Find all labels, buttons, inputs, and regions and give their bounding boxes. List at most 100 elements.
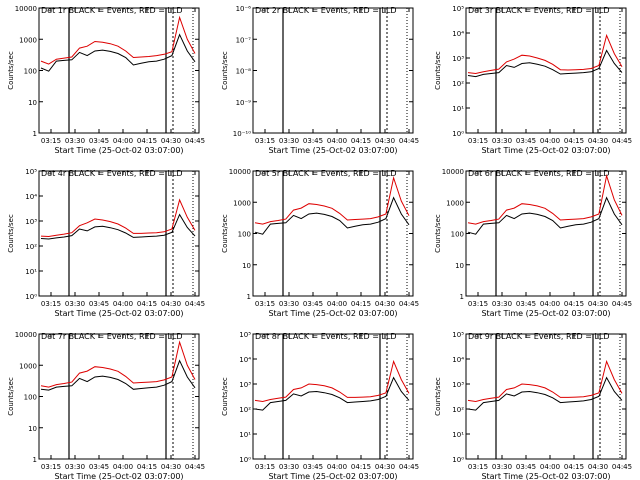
det-4r-xtick-label: 04:30 xyxy=(161,300,181,308)
det-9r-xlabel: Start Time (25-Oct-02 03:07:00) xyxy=(481,472,610,480)
det-9r-series-events xyxy=(467,376,623,411)
det-6r-xtick-label: 03:15 xyxy=(468,300,488,308)
det-6r-series-events xyxy=(467,196,623,235)
det-5r-ylabel: Counts/sec xyxy=(221,214,229,253)
det-3r-title: Det 3r BLACK = Events, RED = LLD xyxy=(468,6,610,15)
det-1r-xtick-label: 03:45 xyxy=(89,137,109,145)
det-5r-ytick-label: 1 xyxy=(247,293,251,301)
det-1r-xtick-label: 04:00 xyxy=(113,137,133,145)
det-3r-xlabel: Start Time (25-Oct-02 03:07:00) xyxy=(481,146,610,155)
det-8r-ytick-label: 10⁴ xyxy=(239,356,251,364)
det-3r-ytick-label: 10² xyxy=(452,80,464,88)
det-3r-series-lld xyxy=(467,33,623,75)
det-3r-xtick-label: 04:30 xyxy=(588,137,608,145)
det-4r-xtick-label: 03:15 xyxy=(41,300,61,308)
det-4r-xtick-label: 04:00 xyxy=(113,300,133,308)
det-4r-ytick-label: 10² xyxy=(25,243,37,251)
det-6r-xtick-label: 03:30 xyxy=(492,300,512,308)
det-7r-series-events xyxy=(40,359,196,391)
det-9r-xtick-label: 03:15 xyxy=(468,463,488,471)
det-6r-ytick-label: 10 xyxy=(455,262,464,270)
det-4r-xtick-label: 04:15 xyxy=(137,300,157,308)
det-7r-xtick-label: 03:45 xyxy=(89,463,109,471)
det-8r-xtick-label: 04:15 xyxy=(351,463,371,471)
det-5r-ytick-label: 10000 xyxy=(229,168,251,176)
det-7r-title: Det 7r BLACK = Events, RED = LLD xyxy=(41,332,183,341)
det-2r-xtick-label: 03:45 xyxy=(303,137,323,145)
det-7r-ytick-label: 1000 xyxy=(19,362,37,370)
det-6r-ytick-label: 1 xyxy=(460,293,464,301)
det-6r-ytick-label: 10000 xyxy=(442,168,464,176)
det-3r-frame xyxy=(465,7,627,134)
det-5r-xtick-label: 04:30 xyxy=(375,300,395,308)
det-4r-frame xyxy=(38,170,200,297)
det-8r-xlabel: Start Time (25-Oct-02 03:07:00) xyxy=(268,472,397,480)
det-2r-xlabel: Start Time (25-Oct-02 03:07:00) xyxy=(268,146,397,155)
det-2r-frame xyxy=(252,7,414,134)
det-6r-ytick-label: 1000 xyxy=(446,199,464,207)
det-1r-title: Det 1r BLACK = Events, RED = LLD xyxy=(41,6,183,15)
det-5r-ytick-label: 10 xyxy=(242,262,251,270)
det-5r-series-events xyxy=(254,196,410,235)
det-8r-xtick-label: 04:00 xyxy=(327,463,347,471)
det-7r-xtick-label: 03:15 xyxy=(41,463,61,471)
det-5r-ytick-label: 1000 xyxy=(233,199,251,207)
det-3r-ytick-label: 10³ xyxy=(452,55,464,63)
det-3r-xtick-label: 04:15 xyxy=(564,137,584,145)
det-2r-xtick-label: 04:15 xyxy=(351,137,371,145)
det-4r-ytick-label: 10⁴ xyxy=(25,193,37,201)
det-2r-xtick-label: 03:15 xyxy=(255,137,275,145)
det-7r-ytick-label: 100 xyxy=(24,394,37,402)
det-8r-series-events xyxy=(254,376,410,411)
det-1r-ylabel: Counts/sec xyxy=(7,51,15,90)
det-9r-xtick-label: 03:30 xyxy=(492,463,512,471)
det-3r-xtick-label: 03:30 xyxy=(492,137,512,145)
det-5r-xtick-label: 04:45 xyxy=(399,300,419,308)
det-6r-series-lld xyxy=(467,173,623,225)
det-2r-ytick-label: 10⁻⁷ xyxy=(236,36,252,44)
det-8r-frame xyxy=(252,333,414,460)
det-7r-ytick-label: 1 xyxy=(33,456,37,464)
det-6r-frame xyxy=(465,170,627,297)
det-2r-xtick-label: 04:45 xyxy=(399,137,419,145)
det-6r-xtick-label: 04:45 xyxy=(612,300,632,308)
det-3r-ytick-label: 10⁴ xyxy=(452,30,464,38)
det-3r-xtick-label: 04:00 xyxy=(540,137,560,145)
det-6r-xtick-label: 03:45 xyxy=(516,300,536,308)
det-5r-title: Det 5r BLACK = Events, RED = LLD xyxy=(255,169,397,178)
det-7r-xtick-label: 04:00 xyxy=(113,463,133,471)
det-4r-title: Det 4r BLACK = Events, RED = LLD xyxy=(41,169,183,178)
det-9r-ytick-label: 10² xyxy=(452,406,464,414)
det-6r-xtick-label: 04:00 xyxy=(540,300,560,308)
det-9r-xtick-label: 04:00 xyxy=(540,463,560,471)
det-5r-frame xyxy=(252,170,414,297)
det-8r-ylabel: Counts/sec xyxy=(221,377,229,416)
det-9r-xtick-label: 04:15 xyxy=(564,463,584,471)
det-2r-ylabel: Counts/sec xyxy=(221,51,229,90)
det-7r-ytick-label: 10000 xyxy=(15,331,37,339)
det-6r-title: Det 6r BLACK = Events, RED = LLD xyxy=(468,169,610,178)
det-8r-xtick-label: 03:45 xyxy=(303,463,323,471)
det-2r-xtick-label: 04:30 xyxy=(375,137,395,145)
det-8r-title: Det 8r BLACK = Events, RED = LLD xyxy=(255,332,397,341)
det-9r-xtick-label: 03:45 xyxy=(516,463,536,471)
det-1r-xtick-label: 04:30 xyxy=(161,137,181,145)
det-5r-ytick-label: 100 xyxy=(238,231,251,239)
det-4r-xtick-label: 03:45 xyxy=(89,300,109,308)
det-8r-xtick-label: 04:30 xyxy=(375,463,395,471)
det-4r-series-events xyxy=(40,213,196,240)
det-9r-ytick-label: 10⁴ xyxy=(452,356,464,364)
det-4r-ylabel: Counts/sec xyxy=(7,214,15,253)
det-8r-ytick-label: 10⁵ xyxy=(239,331,251,339)
det-9r-frame xyxy=(465,333,627,460)
det-2r-title: Det 2r BLACK = Events, RED = LLD xyxy=(255,6,397,15)
det-4r-ytick-label: 10⁵ xyxy=(25,168,37,176)
det-8r-ytick-label: 10⁰ xyxy=(239,456,251,464)
det-5r-xlabel: Start Time (25-Oct-02 03:07:00) xyxy=(268,309,397,318)
det-9r-ytick-label: 10³ xyxy=(452,381,464,389)
det-2r-ytick-label: 10⁻⁸ xyxy=(236,68,252,76)
det-7r-xtick-label: 04:15 xyxy=(137,463,157,471)
det-4r-ytick-label: 10⁰ xyxy=(25,293,37,301)
det-9r-ylabel: Counts/sec xyxy=(434,377,442,416)
